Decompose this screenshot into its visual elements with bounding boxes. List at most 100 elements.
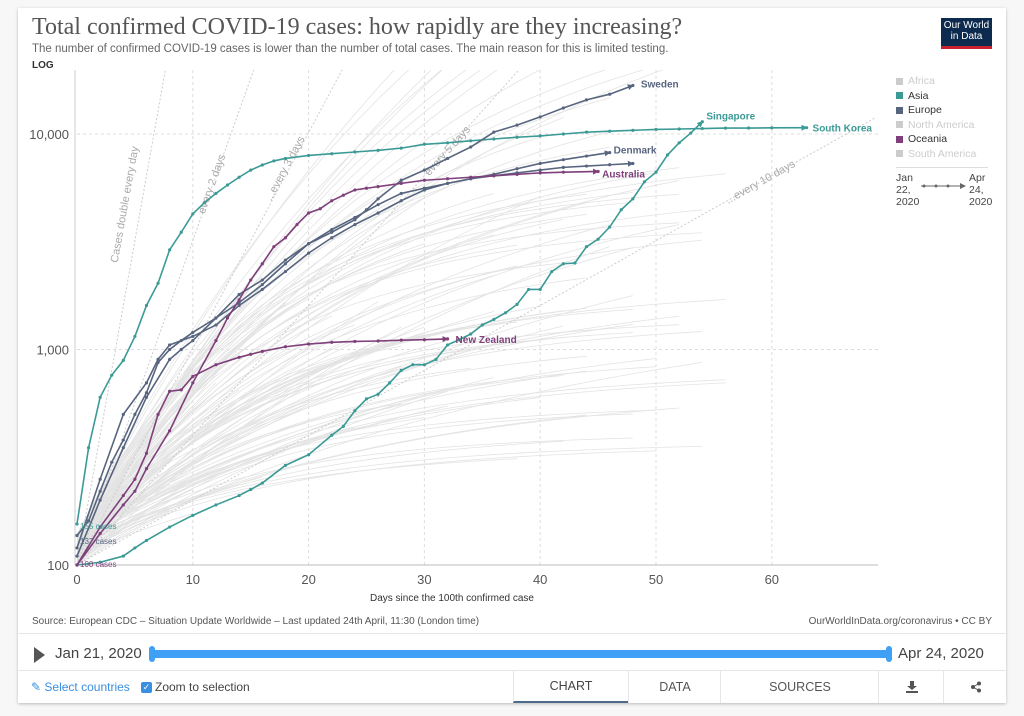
series-point[interactable] xyxy=(75,522,79,526)
series-point[interactable] xyxy=(191,212,195,216)
source-note[interactable]: Source: European CDC – Situation Update … xyxy=(32,616,480,627)
series-point[interactable] xyxy=(353,409,357,413)
series-point[interactable] xyxy=(202,201,206,205)
series-point[interactable] xyxy=(191,338,195,343)
series-label[interactable]: South Korea xyxy=(813,124,873,135)
series-point[interactable] xyxy=(561,106,565,110)
series-point[interactable] xyxy=(214,323,218,327)
series-point[interactable] xyxy=(260,262,264,266)
series-point[interactable] xyxy=(133,489,137,493)
series-point[interactable] xyxy=(318,207,322,211)
series-point[interactable] xyxy=(584,245,589,249)
series-point[interactable] xyxy=(249,168,253,172)
zoom-to-selection-checkbox[interactable]: ✓ Zoom to selection xyxy=(141,680,250,694)
series-point[interactable] xyxy=(445,181,450,185)
series-point[interactable] xyxy=(191,381,195,385)
series-point[interactable] xyxy=(353,339,357,344)
series-point[interactable] xyxy=(376,185,380,189)
series-point[interactable] xyxy=(237,298,241,302)
legend-item-asia[interactable]: Asia xyxy=(896,89,988,104)
series-point[interactable] xyxy=(399,191,403,196)
series-point[interactable] xyxy=(492,174,496,178)
series-line[interactable] xyxy=(76,160,634,549)
series-point[interactable] xyxy=(283,236,288,240)
series-point[interactable] xyxy=(283,463,288,467)
series-point[interactable] xyxy=(98,477,102,481)
series-point[interactable] xyxy=(422,188,426,192)
series-point[interactable] xyxy=(654,170,658,174)
series-point[interactable] xyxy=(538,168,542,172)
series-point[interactable] xyxy=(214,363,218,367)
series-point[interactable] xyxy=(168,248,172,252)
series-point[interactable] xyxy=(260,278,264,282)
series-point[interactable] xyxy=(608,150,612,155)
series-point[interactable] xyxy=(191,513,195,517)
series-point[interactable] xyxy=(573,261,577,265)
series-point[interactable] xyxy=(515,123,519,127)
series-point[interactable] xyxy=(723,126,728,130)
series-point[interactable] xyxy=(561,165,565,169)
series-point[interactable] xyxy=(75,554,79,558)
legend-item-europe[interactable]: Europe xyxy=(896,103,988,118)
series-point[interactable] xyxy=(550,269,554,274)
series-point[interactable] xyxy=(283,262,288,266)
series-point[interactable] xyxy=(249,352,253,356)
series-point[interactable] xyxy=(330,199,334,203)
series-point[interactable] xyxy=(98,498,102,502)
scale-toggle[interactable]: LOG xyxy=(32,60,54,71)
series-point[interactable] xyxy=(515,172,519,176)
series-point[interactable] xyxy=(608,163,612,167)
series-point[interactable] xyxy=(469,145,473,149)
tab-chart[interactable]: CHART xyxy=(513,671,628,703)
timeline-start-handle[interactable] xyxy=(149,646,155,662)
series-point[interactable] xyxy=(538,171,542,175)
series-point[interactable] xyxy=(98,525,102,529)
series-point[interactable] xyxy=(214,338,218,343)
series-point[interactable] xyxy=(168,429,172,433)
series-point[interactable] xyxy=(75,563,79,567)
series-point[interactable] xyxy=(330,228,334,232)
series-point[interactable] xyxy=(631,128,635,132)
series-point[interactable] xyxy=(237,355,241,359)
series-point[interactable] xyxy=(225,183,230,187)
series-point[interactable] xyxy=(353,218,357,222)
series-point[interactable] xyxy=(422,363,426,367)
series-point[interactable] xyxy=(770,126,774,130)
series-point[interactable] xyxy=(399,338,403,342)
series-point[interactable] xyxy=(596,237,600,241)
series-point[interactable] xyxy=(469,139,473,143)
series-point[interactable] xyxy=(133,412,137,416)
series-point[interactable] xyxy=(121,412,125,416)
series-point[interactable] xyxy=(399,181,403,185)
series-point[interactable] xyxy=(515,167,519,171)
series-point[interactable] xyxy=(561,132,565,136)
series-point[interactable] xyxy=(677,127,681,131)
series-point[interactable] xyxy=(584,130,589,134)
series-point[interactable] xyxy=(214,191,218,196)
series-point[interactable] xyxy=(411,363,415,367)
series-label[interactable]: New Zealand xyxy=(456,335,517,346)
series-point[interactable] xyxy=(503,311,508,315)
series-point[interactable] xyxy=(110,460,114,464)
timeline-end-handle[interactable] xyxy=(886,646,892,662)
series-line[interactable] xyxy=(76,124,808,525)
series-point[interactable] xyxy=(631,197,635,201)
series-point[interactable] xyxy=(260,349,264,353)
series-point[interactable] xyxy=(631,83,635,88)
series-point[interactable] xyxy=(307,342,311,346)
series-point[interactable] xyxy=(399,199,403,203)
series-point[interactable] xyxy=(214,503,218,507)
series-point[interactable] xyxy=(121,503,125,507)
series-point[interactable] xyxy=(98,531,102,536)
series-point[interactable] xyxy=(133,477,137,481)
series-point[interactable] xyxy=(399,146,403,150)
series-point[interactable] xyxy=(515,135,519,139)
series-label[interactable]: Singapore xyxy=(706,112,755,123)
series-point[interactable] xyxy=(98,395,102,399)
series-point[interactable] xyxy=(445,141,450,145)
series-point[interactable] xyxy=(156,412,160,416)
series-point[interactable] xyxy=(538,134,542,138)
series-point[interactable] xyxy=(642,180,647,184)
series-point[interactable] xyxy=(364,397,369,401)
license-note[interactable]: OurWorldInData.org/coronavirus • CC BY xyxy=(808,616,992,627)
